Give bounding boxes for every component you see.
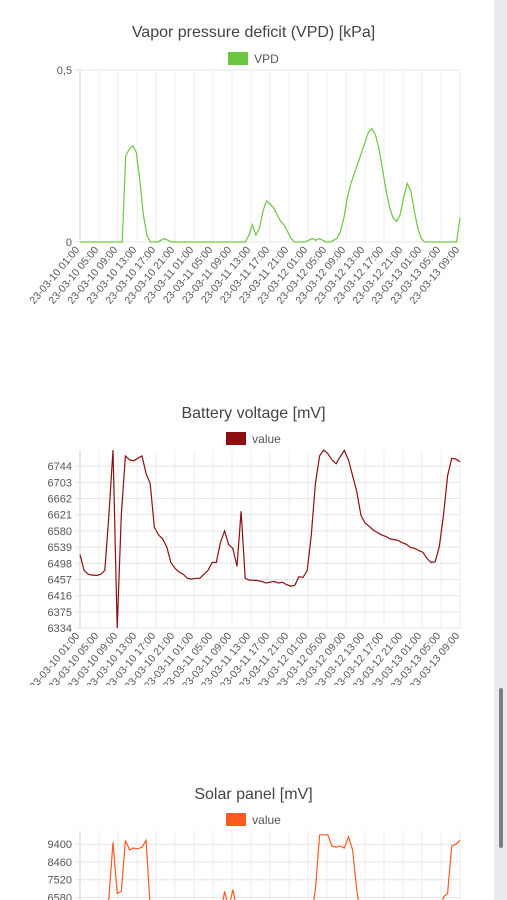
y-tick-label: 6498 [48, 558, 72, 570]
legend-label: VPD [254, 52, 279, 66]
series-line-value [107, 834, 461, 900]
y-tick-label: 6621 [48, 510, 72, 522]
y-tick-label: 6539 [48, 542, 72, 554]
legend-item-2[interactable]: value [0, 813, 507, 827]
y-tick-label: 6662 [48, 494, 72, 506]
y-tick-label: 6703 [48, 477, 72, 489]
y-tick-label: 6416 [48, 591, 72, 603]
y-tick-label: 6744 [48, 461, 72, 473]
y-tick-label: 6375 [48, 607, 72, 619]
y-tick-label: 6580 [48, 892, 72, 900]
scrollbar-track[interactable] [494, 0, 507, 900]
chart-title-1: Battery voltage [mV] [181, 405, 326, 422]
series-line-VPD [80, 127, 461, 243]
scrollbar-thumb[interactable] [499, 688, 503, 848]
legend-label: value [252, 432, 281, 446]
chart-title-0: Vapor pressure deficit (VPD) [kPa] [131, 24, 376, 41]
y-tick-label: 6457 [48, 574, 72, 586]
legend-item-1[interactable]: value [0, 432, 507, 446]
y-tick-label: 8460 [48, 857, 72, 869]
y-tick-label: 9400 [48, 839, 72, 851]
legend-item-0[interactable]: VPD [0, 52, 507, 66]
y-tick-label: 0 [66, 237, 72, 249]
chart-title-2: Solar panel [mV] [194, 786, 313, 803]
y-tick-label: 6334 [48, 623, 72, 635]
series-line-value [79, 449, 461, 629]
y-tick-label: 6580 [48, 526, 72, 538]
chart-svg-2: 9400 8460 7520 6580 [48, 831, 461, 900]
legend-label: value [252, 813, 281, 827]
legend-swatch [226, 813, 247, 826]
legend-swatch [228, 52, 249, 65]
chart-svg-1: 6744 6703 6662 6621 6580 6539 6498 6457 6416 6375… [27, 449, 462, 685]
y-tick-label: 7520 [48, 875, 72, 887]
y-tick-label: 0,5 [57, 65, 72, 77]
legend-swatch [226, 432, 247, 445]
